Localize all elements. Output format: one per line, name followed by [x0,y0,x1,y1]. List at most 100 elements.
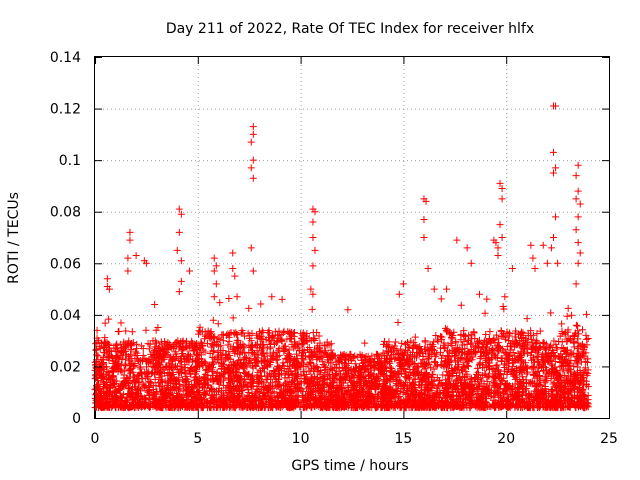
data-point [340,350,348,358]
data-point [494,383,502,391]
data-point [127,364,135,372]
data-point [287,385,295,393]
data-points [91,102,592,412]
data-point [398,349,406,357]
data-point [401,347,409,355]
data-point [424,354,432,362]
data-point [509,396,517,404]
data-point [194,344,202,352]
data-point [476,398,484,406]
data-point [338,379,346,387]
data-point [578,387,586,395]
data-point [287,334,295,342]
data-point [210,377,218,385]
data-point [349,354,357,362]
data-point [109,354,117,362]
data-point [366,356,374,364]
data-point [121,377,129,385]
data-point [155,396,163,404]
data-point [100,338,108,346]
data-point [94,376,102,384]
data-point [245,304,253,312]
data-point [233,365,241,373]
data-point [191,358,199,366]
data-point [240,401,248,409]
data-point [125,353,133,361]
data-point [287,379,295,387]
data-point [156,343,164,351]
data-point [394,380,402,388]
data-point [525,399,533,407]
data-point [209,316,217,324]
data-point [493,388,501,396]
data-point [277,404,285,412]
data-point [387,385,395,393]
data-point [133,354,141,362]
data-point [195,389,203,397]
data-point [383,367,391,375]
data-point [380,358,388,366]
data-point [174,386,182,394]
data-point [484,385,492,393]
data-point [481,309,489,317]
data-point [126,341,134,349]
data-point [556,373,564,381]
data-point [509,348,517,356]
data-point [401,340,409,348]
data-point [440,363,448,371]
data-point [467,374,475,382]
data-point [304,346,312,354]
data-point [292,364,300,372]
data-point [209,358,217,366]
data-point [119,347,127,355]
data-point [214,320,222,328]
data-point [114,328,122,336]
data-point [518,391,526,399]
data-point [272,353,280,361]
data-point [160,346,168,354]
data-point [411,333,419,341]
data-point [530,396,538,404]
data-point [181,368,189,376]
data-point [138,396,146,404]
data-point [214,375,222,383]
data-point [514,402,522,410]
data-point [483,295,491,303]
data-point [344,353,352,361]
data-point [314,342,322,350]
data-point [516,397,524,405]
data-point [400,382,408,390]
data-point [578,348,586,356]
data-point [348,382,356,390]
data-point [161,397,169,405]
data-point [307,380,315,388]
data-point [224,354,232,362]
data-point [530,364,538,372]
data-point [341,371,349,379]
data-point [367,371,375,379]
data-point [490,376,498,384]
data-point [504,337,512,345]
data-point [210,347,218,355]
data-point [446,377,454,385]
data-point [110,357,118,365]
data-point [176,342,184,350]
data-point [458,387,466,395]
data-point [105,356,113,364]
data-point [230,360,238,368]
data-point [297,386,305,394]
data-point [410,375,418,383]
data-point [565,388,573,396]
data-point [289,356,297,364]
data-point [249,364,257,372]
data-point [502,349,510,357]
data-point [372,381,380,389]
data-point [265,334,273,342]
data-point [308,351,316,359]
data-point [268,392,276,400]
data-point [299,368,307,376]
data-point [521,386,529,394]
data-point [490,365,498,373]
data-point [295,346,303,354]
data-point [92,371,100,379]
